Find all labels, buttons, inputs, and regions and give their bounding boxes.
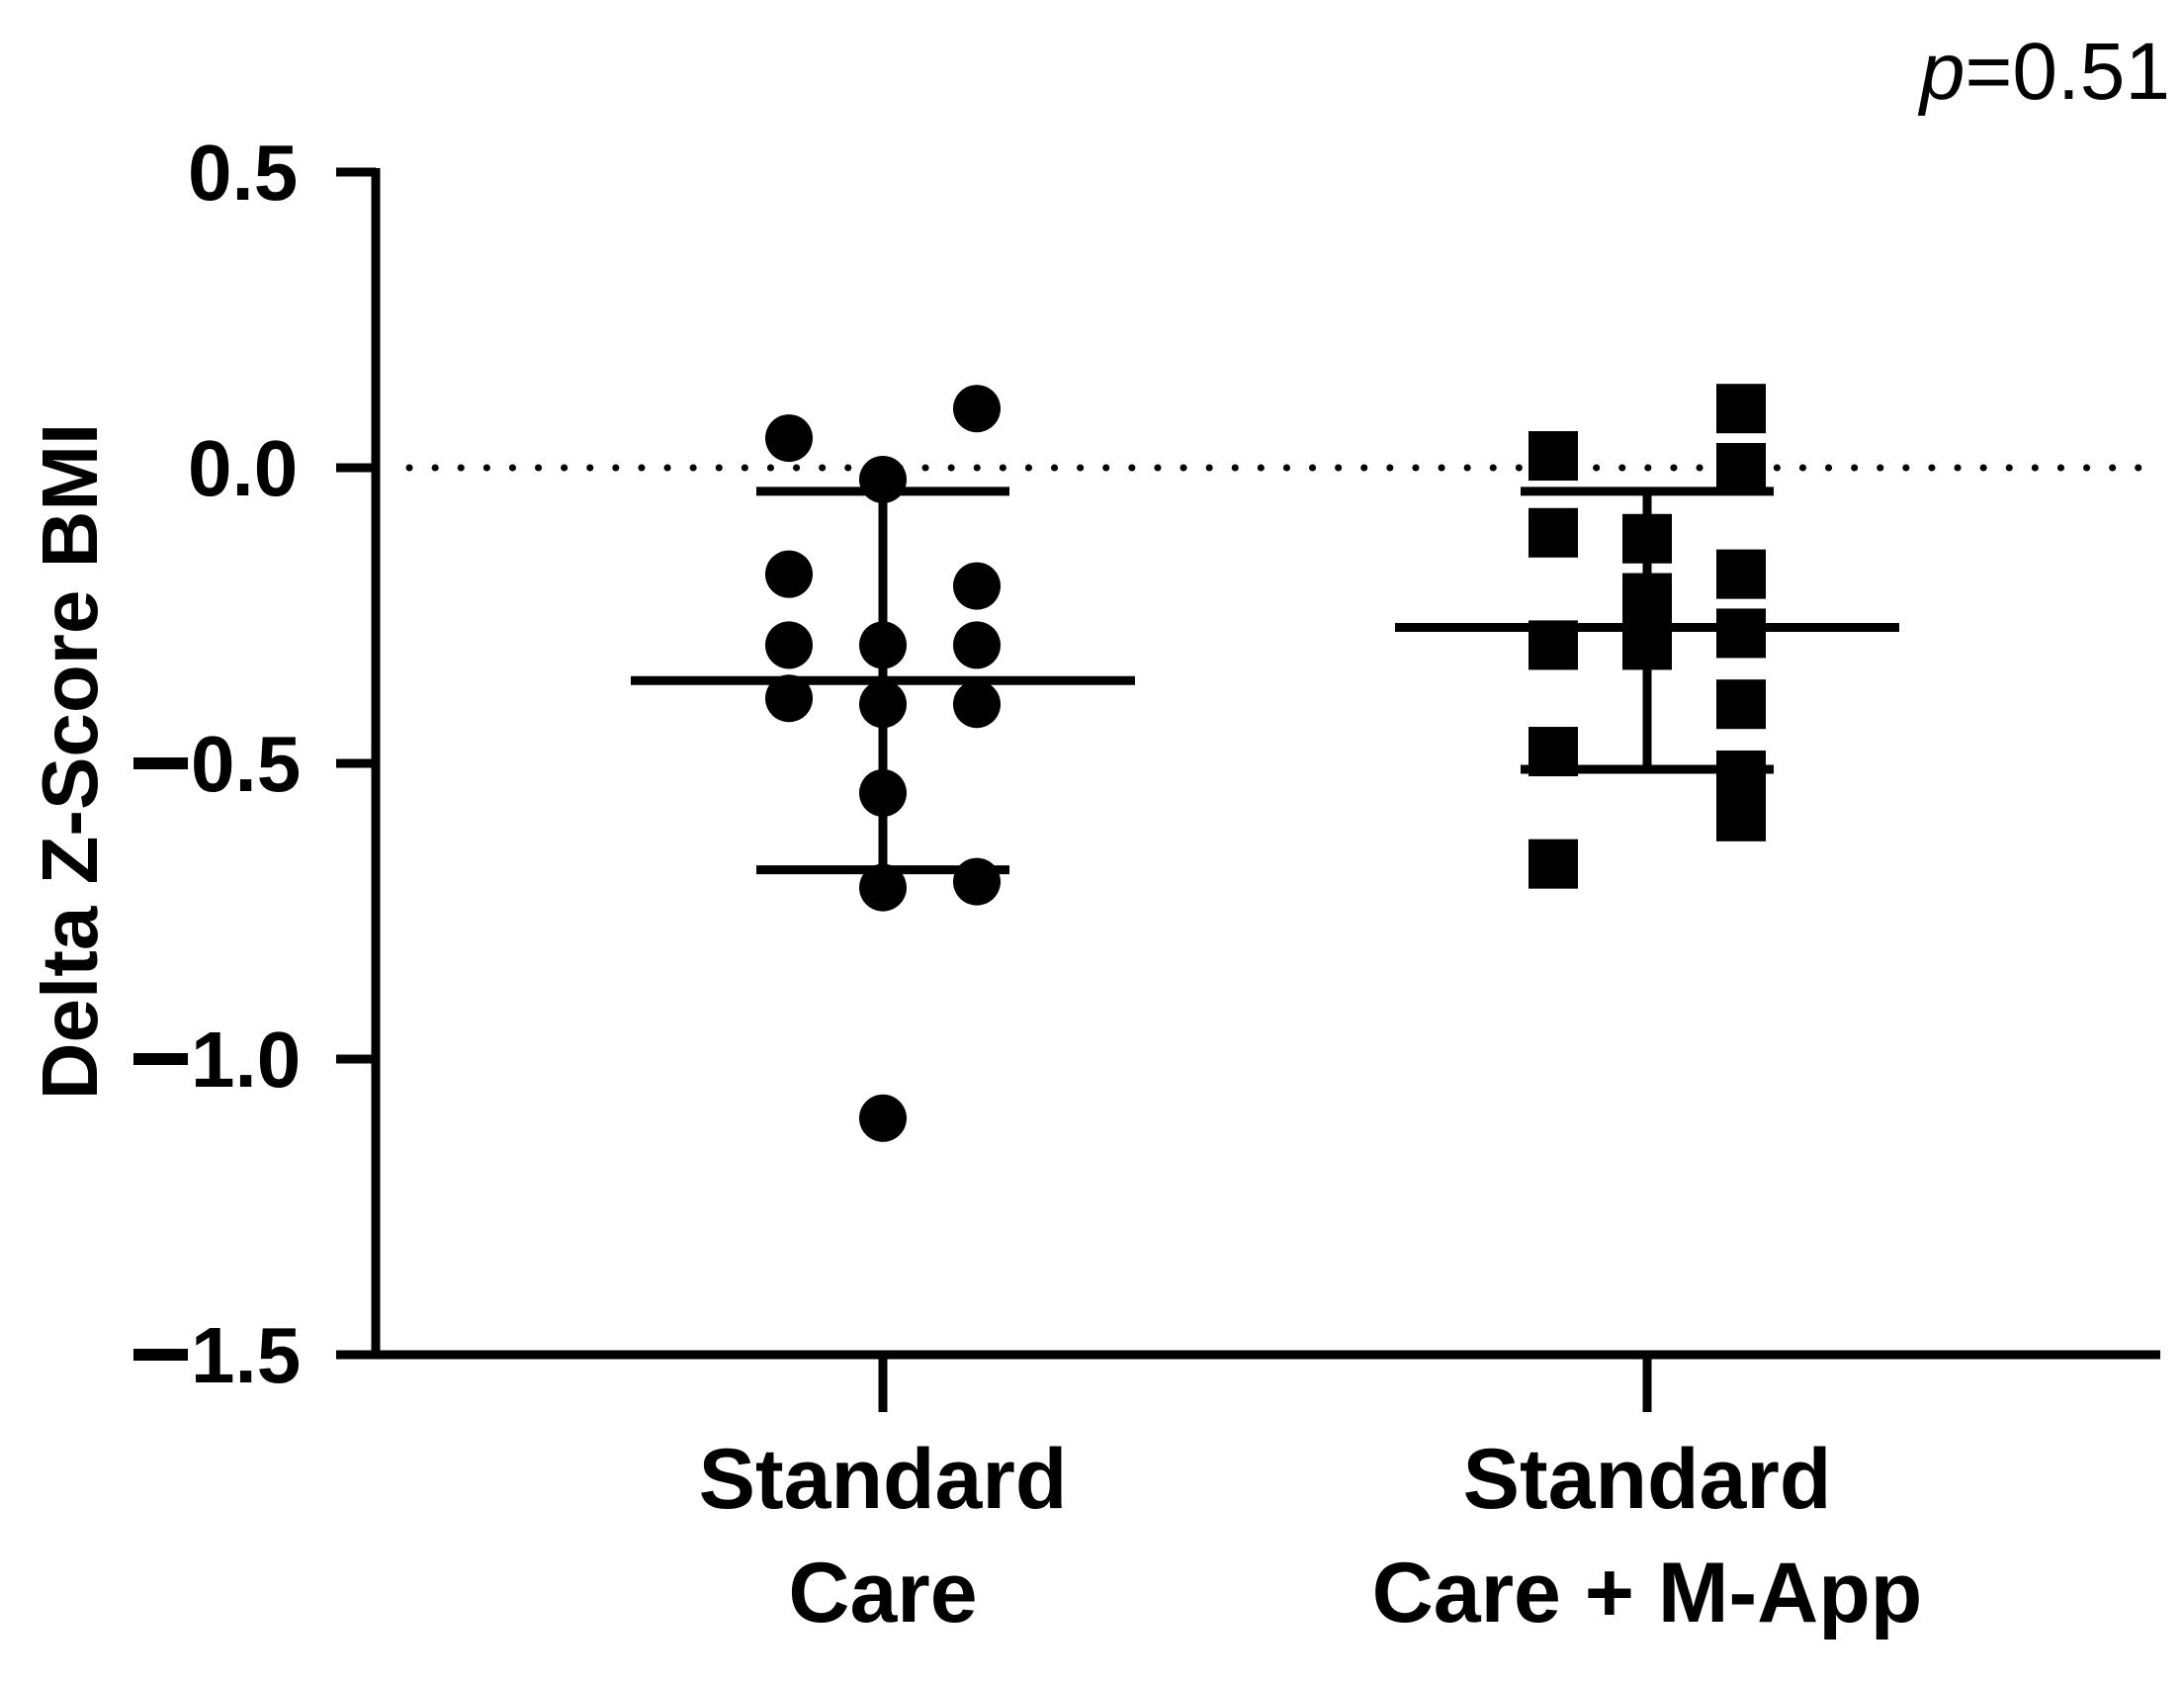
y-tick-label: 0.5 — [191, 720, 301, 808]
data-point — [1716, 549, 1766, 599]
data-point — [1716, 608, 1766, 659]
data-point — [1529, 839, 1578, 889]
category-label: Standard — [699, 1432, 1068, 1527]
y-axis-ticks: 0.5 0.0 0.5 1.0 1.5 — [133, 129, 376, 1399]
group-2 — [1395, 384, 1899, 889]
y-axis-label: Delta Z-Score BMI — [26, 423, 114, 1101]
y-tick-label: 1.5 — [191, 1311, 301, 1399]
x-axis-ticks: Standard Care Standard Care + M-App — [699, 1355, 1923, 1640]
category-label: Care + M-App — [1372, 1546, 1923, 1640]
y-tick-label: 1.0 — [191, 1016, 301, 1104]
data-point — [1529, 507, 1578, 558]
category-label: Care — [788, 1546, 977, 1640]
p-value-text: =0.51 — [1966, 27, 2170, 117]
data-point — [1529, 431, 1578, 482]
data-point — [953, 621, 1001, 669]
data-point — [859, 863, 907, 912]
data-point — [1716, 791, 1766, 842]
y-tick-label: 0.0 — [188, 424, 298, 512]
p-value-annotation: p=0.51 — [1917, 27, 2170, 117]
group-1 — [631, 385, 1135, 1142]
data-point — [1716, 384, 1766, 434]
data-point — [859, 1094, 907, 1142]
data-point — [953, 385, 1001, 433]
data-point — [953, 680, 1001, 729]
data-point — [1716, 750, 1766, 800]
p-value-symbol: p — [1917, 27, 1966, 117]
category-label: Standard — [1463, 1432, 1832, 1527]
data-point — [953, 562, 1001, 610]
data-marks — [631, 384, 1899, 1142]
data-point — [765, 621, 813, 669]
plot-area: 0.5 0.0 0.5 1.0 1.5 Standard Care Standard Care… — [133, 129, 2160, 1640]
data-point — [1716, 443, 1766, 492]
y-tick-label: 0.5 — [188, 129, 298, 217]
data-point — [765, 414, 813, 463]
data-point — [1716, 679, 1766, 730]
data-point — [765, 674, 813, 723]
data-point — [953, 857, 1001, 906]
data-point — [765, 550, 813, 598]
